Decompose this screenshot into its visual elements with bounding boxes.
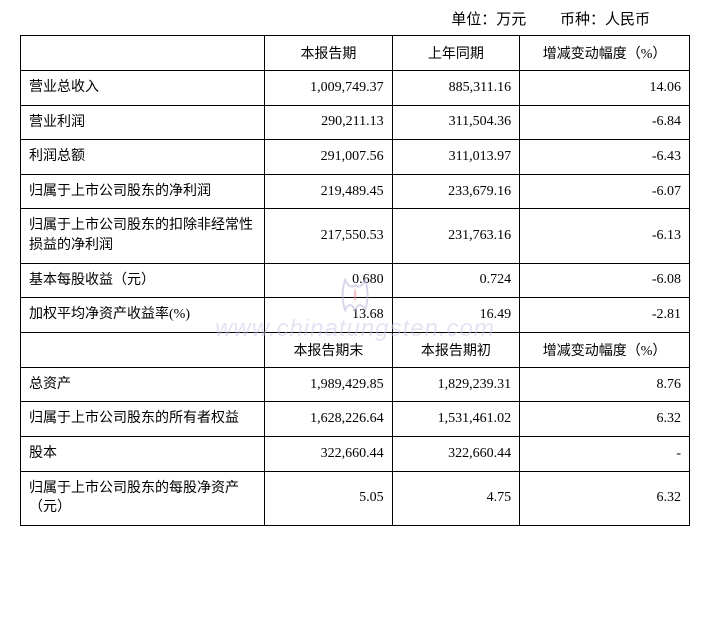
table-row: 归属于上市公司股东的所有者权益 1,628,226.64 1,531,461.0… (21, 402, 690, 437)
row-prior: 1,531,461.02 (392, 402, 519, 437)
row-label: 归属于上市公司股东的所有者权益 (21, 402, 265, 437)
row-prior: 885,311.16 (392, 71, 519, 106)
table-row: 营业利润 290,211.13 311,504.36 -6.84 (21, 105, 690, 140)
row-current: 1,628,226.64 (265, 402, 392, 437)
row-prior: 16.49 (392, 298, 519, 333)
row-current: 1,989,429.85 (265, 367, 392, 402)
row-label: 加权平均净资产收益率(%) (21, 298, 265, 333)
row-label: 利润总额 (21, 140, 265, 175)
col-header-current: 本报告期 (265, 36, 392, 71)
row-prior: 311,504.36 (392, 105, 519, 140)
header-row-2: 本报告期末 本报告期初 增减变动幅度（%） (21, 332, 690, 367)
row-change: -6.43 (520, 140, 690, 175)
row-change: 6.32 (520, 402, 690, 437)
row-label: 营业利润 (21, 105, 265, 140)
row-label: 股本 (21, 436, 265, 471)
table-row: 利润总额 291,007.56 311,013.97 -6.43 (21, 140, 690, 175)
row-change: - (520, 436, 690, 471)
row-prior: 4.75 (392, 471, 519, 525)
row-change: -6.08 (520, 263, 690, 298)
row-current: 291,007.56 (265, 140, 392, 175)
row-current: 217,550.53 (265, 209, 392, 263)
row-label: 营业总收入 (21, 71, 265, 106)
row-change: -6.84 (520, 105, 690, 140)
row-change: 6.32 (520, 471, 690, 525)
row-change: -2.81 (520, 298, 690, 333)
table-row: 归属于上市公司股东的扣除非经常性损益的净利润 217,550.53 231,76… (21, 209, 690, 263)
row-current: 219,489.45 (265, 174, 392, 209)
col-header-change: 增减变动幅度（%） (520, 36, 690, 71)
row-change: 8.76 (520, 367, 690, 402)
row-prior: 1,829,239.31 (392, 367, 519, 402)
row-change: -6.07 (520, 174, 690, 209)
row-change: 14.06 (520, 71, 690, 106)
row-change: -6.13 (520, 209, 690, 263)
row-current: 290,211.13 (265, 105, 392, 140)
row-label: 归属于上市公司股东的净利润 (21, 174, 265, 209)
col-header-period-start: 本报告期初 (392, 332, 519, 367)
table-row: 归属于上市公司股东的净利润 219,489.45 233,679.16 -6.0… (21, 174, 690, 209)
row-prior: 231,763.16 (392, 209, 519, 263)
row-current: 322,660.44 (265, 436, 392, 471)
header-units: 单位：万元 币种：人民币 (20, 8, 690, 29)
row-current: 1,009,749.37 (265, 71, 392, 106)
row-label: 归属于上市公司股东的扣除非经常性损益的净利润 (21, 209, 265, 263)
table-row: 营业总收入 1,009,749.37 885,311.16 14.06 (21, 71, 690, 106)
col-header-empty (21, 332, 265, 367)
row-prior: 322,660.44 (392, 436, 519, 471)
row-prior: 233,679.16 (392, 174, 519, 209)
unit-label: 单位：万元 (451, 12, 526, 28)
col-header-change: 增减变动幅度（%） (520, 332, 690, 367)
row-label: 基本每股收益（元） (21, 263, 265, 298)
header-row-1: 本报告期 上年同期 增减变动幅度（%） (21, 36, 690, 71)
col-header-empty (21, 36, 265, 71)
table-row: 归属于上市公司股东的每股净资产（元） 5.05 4.75 6.32 (21, 471, 690, 525)
row-current: 5.05 (265, 471, 392, 525)
row-current: 13.68 (265, 298, 392, 333)
row-label: 总资产 (21, 367, 265, 402)
row-prior: 311,013.97 (392, 140, 519, 175)
currency-label: 币种：人民币 (560, 12, 650, 28)
table-row: 总资产 1,989,429.85 1,829,239.31 8.76 (21, 367, 690, 402)
table-row: 股本 322,660.44 322,660.44 - (21, 436, 690, 471)
table-row: 基本每股收益（元） 0.680 0.724 -6.08 (21, 263, 690, 298)
financial-table: 本报告期 上年同期 增减变动幅度（%） 营业总收入 1,009,749.37 8… (20, 35, 690, 526)
col-header-prior: 上年同期 (392, 36, 519, 71)
row-current: 0.680 (265, 263, 392, 298)
row-prior: 0.724 (392, 263, 519, 298)
table-row: 加权平均净资产收益率(%) 13.68 16.49 -2.81 (21, 298, 690, 333)
row-label: 归属于上市公司股东的每股净资产（元） (21, 471, 265, 525)
col-header-period-end: 本报告期末 (265, 332, 392, 367)
